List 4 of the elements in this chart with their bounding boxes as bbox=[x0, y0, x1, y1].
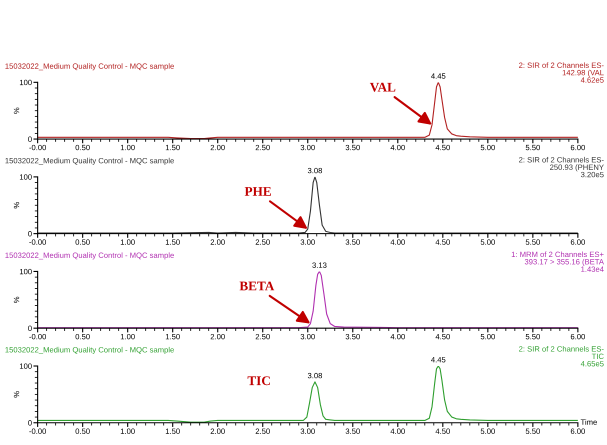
annotation: VAL bbox=[370, 82, 396, 92]
annotation: PHE bbox=[244, 187, 271, 196]
annotation: TIC bbox=[248, 376, 270, 386]
annotation: BETA bbox=[240, 282, 274, 290]
